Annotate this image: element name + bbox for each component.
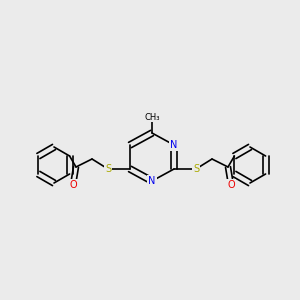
Text: N: N: [170, 140, 178, 150]
Text: S: S: [193, 164, 199, 174]
Text: O: O: [69, 180, 77, 190]
Text: N: N: [148, 176, 156, 186]
Text: CH₃: CH₃: [144, 112, 160, 122]
Text: S: S: [105, 164, 111, 174]
Text: O: O: [227, 180, 235, 190]
